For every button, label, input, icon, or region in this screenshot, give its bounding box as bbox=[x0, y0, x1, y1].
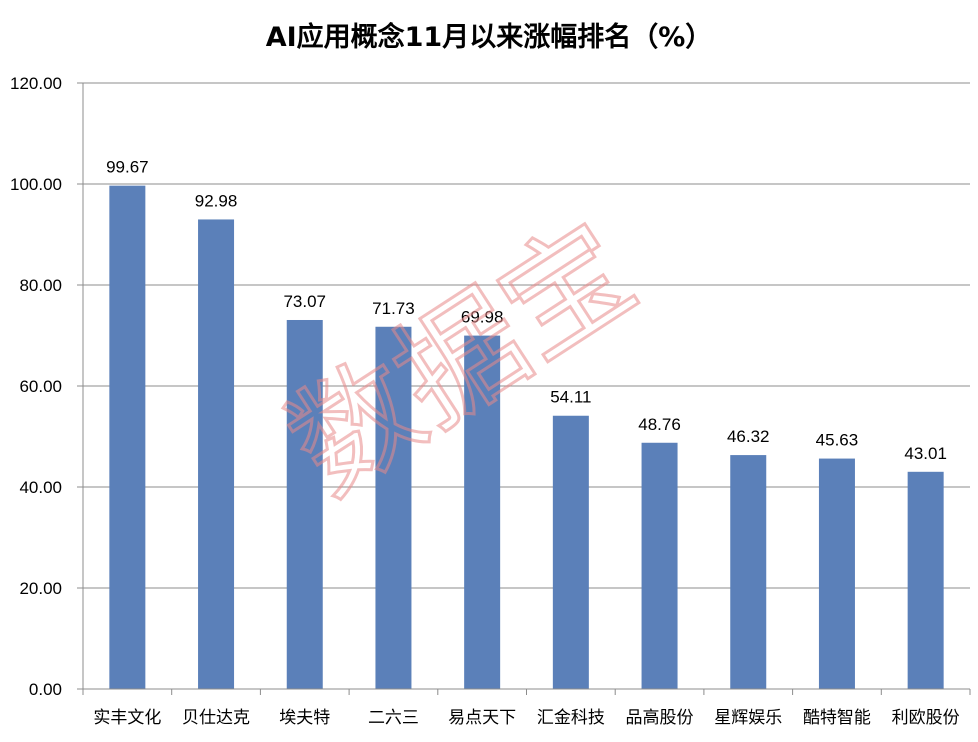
bar bbox=[375, 326, 412, 689]
data-label: 69.98 bbox=[461, 308, 504, 327]
x-tick-label: 埃夫特 bbox=[279, 708, 330, 728]
data-label: 92.98 bbox=[195, 191, 238, 210]
y-tick-label: 60.00 bbox=[19, 377, 62, 396]
data-label: 46.32 bbox=[727, 427, 770, 446]
x-tick-label: 品高股份 bbox=[626, 708, 694, 728]
bar bbox=[730, 455, 767, 689]
bar bbox=[464, 335, 501, 689]
y-tick-label: 120.00 bbox=[10, 74, 62, 93]
x-tick-label: 汇金科技 bbox=[537, 708, 605, 728]
bar bbox=[818, 458, 855, 689]
x-axis: 实丰文化 贝仕达克 埃夫特 二六三 易点天下 汇金科技 品高股份 星辉娱乐 酷特智能 利欧股份 bbox=[82, 688, 971, 728]
x-tick-label: 易点天下 bbox=[448, 708, 516, 728]
y-tick-label: 20.00 bbox=[19, 579, 62, 598]
chart-title: AI应用概念11月以来涨幅排名（%） bbox=[266, 21, 713, 53]
bar bbox=[109, 185, 146, 689]
data-label: 48.76 bbox=[638, 415, 681, 434]
bar bbox=[286, 319, 323, 689]
data-label: 73.07 bbox=[283, 292, 326, 311]
watermark: 数据宝 bbox=[265, 196, 658, 522]
bar bbox=[198, 219, 235, 690]
data-label: 43.01 bbox=[904, 444, 947, 463]
x-tick-label: 二六三 bbox=[368, 708, 419, 728]
data-label: 99.67 bbox=[106, 158, 149, 177]
x-tick-label: 酷特智能 bbox=[803, 708, 871, 728]
data-label: 71.73 bbox=[372, 299, 415, 318]
x-tick-label: 贝仕达克 bbox=[182, 708, 250, 728]
bars bbox=[109, 185, 944, 690]
y-tick-label: 40.00 bbox=[19, 478, 62, 497]
bar bbox=[907, 471, 944, 689]
y-tick-label: 0.00 bbox=[29, 680, 62, 699]
data-labels: 99.67 92.98 73.07 71.73 69.98 54.11 48.76 46.32… bbox=[106, 158, 947, 463]
y-tick-label: 100.00 bbox=[10, 175, 62, 194]
x-tick-label: 实丰文化 bbox=[93, 708, 161, 728]
x-tick-label: 星辉娱乐 bbox=[714, 708, 782, 728]
y-tick-label: 80.00 bbox=[19, 276, 62, 295]
data-label: 54.11 bbox=[550, 388, 591, 407]
x-tick-label: 利欧股份 bbox=[892, 708, 960, 728]
bar bbox=[641, 442, 678, 689]
data-label: 45.63 bbox=[816, 431, 859, 450]
bar bbox=[552, 415, 589, 689]
y-axis: 0.00 20.00 40.00 60.00 80.00 100.00 120.00 bbox=[10, 74, 84, 699]
